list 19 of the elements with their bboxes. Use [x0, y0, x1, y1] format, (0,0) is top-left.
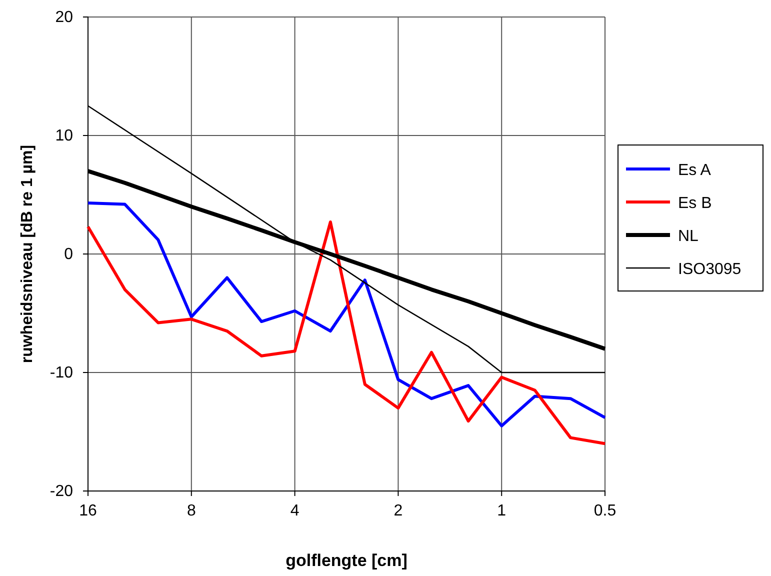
- legend-label: Es A: [678, 162, 712, 179]
- line-series: [86, 202, 606, 428]
- y-tick-label: -20: [50, 483, 74, 500]
- x-tick-label: 2: [394, 502, 403, 520]
- y-tick-label: 10: [55, 128, 74, 145]
- x-tick-label: 8: [186, 502, 196, 520]
- x-axis-title: golflengte [cm]: [286, 551, 408, 570]
- x-tick-label: 4: [290, 502, 300, 520]
- legend-label: ISO3095: [678, 261, 742, 278]
- x-tick-label: 16: [79, 502, 97, 520]
- y-tick-label: 20: [55, 9, 74, 26]
- y-axis-title: ruwheidsniveau [dB re 1 µm]: [19, 144, 36, 364]
- legend-label: NL: [678, 228, 699, 245]
- y-tick-label: 0: [64, 246, 74, 264]
- y-tick-label: -10: [50, 364, 74, 382]
- x-tick-label: 0.5: [594, 502, 616, 520]
- x-tick-label: 1: [497, 502, 506, 520]
- legend-label: Es B: [678, 195, 712, 212]
- line-series: [86, 220, 606, 446]
